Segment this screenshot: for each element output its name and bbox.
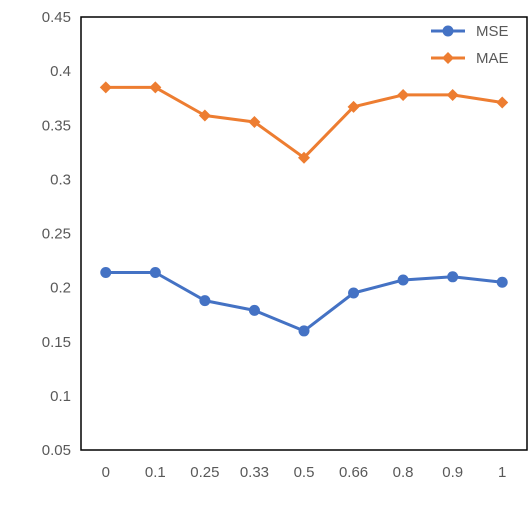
legend-item-mae: MAE — [431, 50, 509, 67]
y-tick-label: 0.4 — [50, 63, 71, 80]
x-tick-label: 0.33 — [240, 464, 269, 481]
data-point-mse — [348, 287, 360, 299]
y-tick-label: 0.35 — [42, 117, 71, 134]
data-point-mae — [496, 96, 509, 109]
x-tick-label: 0.8 — [393, 464, 414, 481]
x-tick-label: 1 — [498, 464, 506, 481]
y-tick-label: 0.25 — [42, 226, 71, 243]
data-point-mae — [446, 88, 459, 101]
series-layer — [99, 81, 509, 337]
legend-marker-mae — [442, 52, 454, 64]
data-point-mae — [347, 100, 360, 113]
series-line-mse — [104, 271, 504, 333]
data-point-mse — [496, 276, 508, 288]
data-point-mae — [248, 116, 261, 129]
y-tick-label: 0.2 — [50, 280, 71, 297]
y-tick-label: 0.3 — [50, 171, 71, 188]
x-tick-label: 0.66 — [339, 464, 368, 481]
x-tick-label: 0.25 — [190, 464, 219, 481]
data-point-mse — [397, 274, 409, 286]
x-tick-label: 0.5 — [294, 464, 315, 481]
data-point-mae — [198, 109, 211, 122]
data-point-mse — [100, 266, 112, 278]
series-mae — [99, 81, 509, 164]
data-point-mse — [149, 266, 161, 278]
x-tick-label: 0.9 — [442, 464, 463, 481]
data-point-mse — [248, 304, 260, 316]
legend-label-mse: MSE — [476, 23, 509, 40]
x-axis-tick-labels: 0 0.1 0.25 0.33 0.5 0.66 0.8 0.9 1 — [102, 464, 507, 481]
data-point-mse — [298, 325, 310, 337]
series-line-mae — [104, 85, 504, 160]
legend: MSE MAE — [431, 23, 509, 67]
data-point-mae — [149, 81, 162, 94]
y-tick-label: 0.1 — [50, 388, 71, 405]
data-point-mse — [447, 271, 459, 283]
y-tick-label: 0.45 — [42, 9, 71, 26]
series-mse — [100, 266, 508, 337]
legend-label-mae: MAE — [476, 50, 509, 67]
data-point-mse — [199, 295, 211, 307]
plot-area-frame — [80, 16, 528, 451]
y-tick-label: 0.15 — [42, 334, 71, 351]
x-tick-label: 0.1 — [145, 464, 166, 481]
data-point-mae — [397, 88, 410, 101]
data-point-mae — [99, 81, 112, 94]
x-tick-label: 0 — [102, 464, 110, 481]
legend-item-mse: MSE — [431, 23, 509, 40]
y-axis-tick-labels: 0.05 0.1 0.15 0.2 0.25 0.3 0.35 0.4 0.45 — [42, 9, 71, 459]
y-tick-label: 0.05 — [42, 442, 71, 459]
data-point-mae — [298, 151, 310, 164]
legend-marker-mse — [442, 25, 454, 37]
